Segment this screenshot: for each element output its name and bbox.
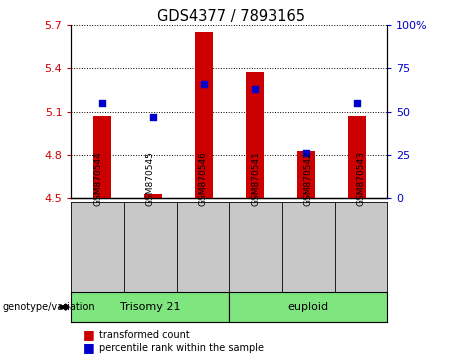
Bar xyxy=(297,150,315,198)
Text: GSM870543: GSM870543 xyxy=(356,152,366,206)
Point xyxy=(302,150,309,156)
Bar xyxy=(93,116,111,198)
Bar xyxy=(144,194,162,198)
Text: GSM870545: GSM870545 xyxy=(146,152,155,206)
Text: GDS4377 / 7893165: GDS4377 / 7893165 xyxy=(156,9,305,24)
Text: Trisomy 21: Trisomy 21 xyxy=(120,302,181,312)
Text: GSM870542: GSM870542 xyxy=(304,152,313,206)
Point xyxy=(251,86,259,92)
Text: euploid: euploid xyxy=(288,302,329,312)
Text: transformed count: transformed count xyxy=(99,330,190,339)
Bar xyxy=(195,32,213,198)
Text: GSM870546: GSM870546 xyxy=(199,152,207,206)
Text: percentile rank within the sample: percentile rank within the sample xyxy=(99,343,264,353)
Text: genotype/variation: genotype/variation xyxy=(2,302,95,312)
Bar xyxy=(246,73,264,198)
Point xyxy=(98,100,106,105)
Text: GSM870544: GSM870544 xyxy=(93,152,102,206)
Text: ■: ■ xyxy=(83,341,95,354)
Point xyxy=(353,100,361,105)
Point xyxy=(200,81,207,87)
Bar xyxy=(348,116,366,198)
Text: ■: ■ xyxy=(83,328,95,341)
Point xyxy=(149,114,157,120)
Text: GSM870541: GSM870541 xyxy=(251,152,260,206)
